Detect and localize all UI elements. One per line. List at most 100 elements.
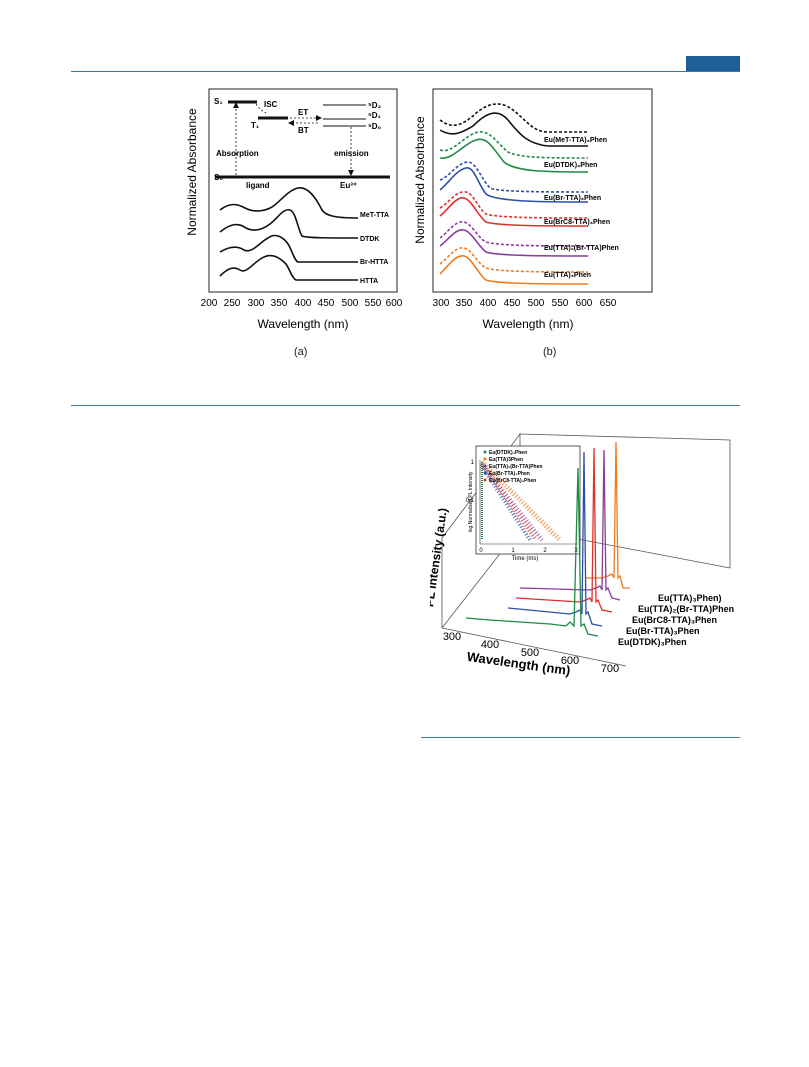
xtick: 450 (504, 298, 521, 309)
pl-series-eu-brc8-tta (515, 447, 613, 613)
s0-label: S₀ (214, 173, 223, 182)
inset-legend-item: Eu(DTDK)₃Phen (489, 450, 527, 456)
pl-series-eu-tta (586, 441, 630, 589)
pl-spectra (465, 441, 630, 637)
inset-xtick: 0 (479, 548, 483, 554)
curve-eu-tta-dashed (439, 247, 589, 273)
figure-c-xticks: 300 400 500 600 700 (443, 631, 619, 675)
xtick: 500 (521, 647, 539, 659)
eu-label: Eu³⁺ (340, 181, 357, 190)
t1-label: T₁ (251, 121, 260, 130)
figure-c-xlabel: Wavelength (nm) (466, 649, 571, 678)
xtick: 400 (295, 298, 312, 309)
pl-label-eu-tta: Eu(TTA)₃Phen) (658, 593, 721, 603)
pl-label-eu-brc8-tta: Eu(BrC8-TTA)₃Phen (632, 615, 717, 625)
pl-series-eu-br-tta (507, 451, 603, 627)
curve-label-htta: HTTA (360, 278, 378, 285)
d1-label: ⁵D₁ (368, 111, 382, 120)
figure-a-ylabel: Normalized Absorbance (185, 108, 199, 236)
curve-eu-brc8-tta-dashed (439, 191, 589, 219)
pl-label-eu-br-tta: Eu(Br-TTA)₃Phen (626, 626, 700, 636)
pl-series-eu-tta2-br-tta (519, 449, 621, 601)
inset-legend-item: Eu(BrC8-TTA)₃Phen (489, 478, 536, 484)
inset-xlabel: Time (ms) (512, 556, 539, 562)
xtick: 200 (201, 298, 218, 309)
curve-eu-tta2-br-tta-dashed (439, 221, 589, 247)
absorbance-curves-b (439, 103, 589, 285)
figure-divider-rule (71, 405, 740, 406)
xtick: 300 (248, 298, 265, 309)
xtick: 300 (443, 631, 461, 643)
inset-legend-item: Eu(Br-TTA)₃Phen (489, 471, 530, 477)
top-rule (71, 71, 740, 72)
curve-label-dtdk: DTDK (360, 236, 379, 243)
xtick: 300 (433, 298, 450, 309)
d0-label: ⁵D₀ (368, 122, 382, 131)
absorbance-curves-a (219, 187, 359, 281)
figure-a-caption: (a) (294, 346, 308, 358)
curve-eu-tta2-br-tta (439, 229, 589, 257)
inset-ytick: 1 (471, 460, 475, 466)
curve-eu-met-tta-dashed (439, 103, 588, 133)
curve-eu-tta (439, 255, 589, 285)
pl-label-eu-dtdk: Eu(DTDK)₃Phen (618, 637, 687, 647)
decay-points (480, 460, 562, 542)
ligand-label: ligand (246, 181, 270, 190)
inset-legend-item: Eu(TTA)3Phen (489, 457, 523, 463)
label-eu-brc8-tta: Eu(BrC8-TTA)₃Phen (544, 219, 610, 226)
curve-met-tta (219, 187, 359, 219)
xtick: 350 (271, 298, 288, 309)
label-eu-br-tta: Eu(Br-TTA)₃Phen (544, 195, 601, 202)
xtick: 600 (576, 298, 593, 309)
figure-b-ylabel: Normalized Absorbance (413, 116, 427, 244)
figure-c-ylabel: PL Intensity (a.u.) (430, 507, 450, 608)
label-eu-dtdk: Eu(DTDK)₃Phen (544, 162, 597, 169)
figure-b-caption: (b) (543, 346, 557, 358)
emission-label: emission (334, 149, 369, 158)
xtick: 500 (342, 298, 359, 309)
figure-a-xticks: 200 250 300 350 400 450 500 550 600 (201, 298, 403, 309)
curve-eu-dtdk-dashed (439, 131, 589, 159)
figure-b: Normalized Absorbance Eu(MeT-TTA)₃Phen E… (413, 88, 653, 331)
bottom-short-rule (421, 737, 740, 738)
inset-ylabel: log Normalised PL Intensity (468, 471, 474, 532)
figure-b-frame (432, 88, 653, 293)
xtick: 350 (456, 298, 473, 309)
section-tab (686, 56, 740, 72)
xtick: 600 (561, 655, 579, 667)
figure-a: Normalized Absorbance S₁ S₀ T₁ ISC ET BT… (185, 88, 403, 331)
xtick: 450 (318, 298, 335, 309)
curve-label-br-htta: Br-HTTA (360, 259, 388, 266)
label-eu-tta2-br-tta: Eu(TTA)₂(Br-TTA)Phen (544, 245, 619, 252)
curve-label-met-tta: MeT-TTA (360, 212, 389, 219)
inset-legend-item: Eu(TTA)₂(Br-TTA)Phen (489, 464, 542, 470)
figure-c-pl-3d: 1 0.1 0 1 2 3 Time (ms) log Normalised P… (430, 432, 734, 678)
inset-legend: Eu(DTDK)₃Phen Eu(TTA)3Phen Eu(TTA)₂(Br-T… (483, 450, 542, 484)
curve-dtdk (219, 208, 359, 239)
xtick: 700 (601, 663, 619, 675)
pl-label-eu-tta2-br-tta: Eu(TTA)₂(Br-TTA)Phen (638, 604, 734, 614)
curve-htta (219, 254, 358, 281)
curve-eu-brc8-tta (439, 197, 589, 227)
xtick: 550 (552, 298, 569, 309)
pl-series-eu-dtdk (465, 467, 599, 637)
inset-ytick: 0.1 (466, 498, 475, 504)
xtick: 400 (481, 639, 499, 651)
xtick: 250 (224, 298, 241, 309)
isc-label: ISC (264, 100, 278, 109)
xtick: 550 (365, 298, 382, 309)
curve-br-htta (219, 234, 359, 263)
inset-xtick: 2 (543, 548, 547, 554)
label-eu-tta: Eu(TTA)₃Phen (544, 272, 591, 279)
xtick: 600 (386, 298, 403, 309)
figure-a-frame (208, 88, 398, 293)
d2-label: ⁵D₂ (368, 101, 382, 110)
curve-eu-br-tta (439, 167, 589, 203)
s1-label: S₁ (214, 97, 223, 106)
xtick: 500 (528, 298, 545, 309)
energy-diagram: S₁ S₀ T₁ ISC ET BT ⁵D₂ ⁵D₁ ⁵D₀ Absorptio… (214, 97, 390, 190)
et-label: ET (298, 108, 308, 117)
xtick: 400 (480, 298, 497, 309)
figure-b-xlabel: Wavelength (nm) (483, 317, 574, 331)
figure-a-xlabel: Wavelength (nm) (258, 317, 349, 331)
